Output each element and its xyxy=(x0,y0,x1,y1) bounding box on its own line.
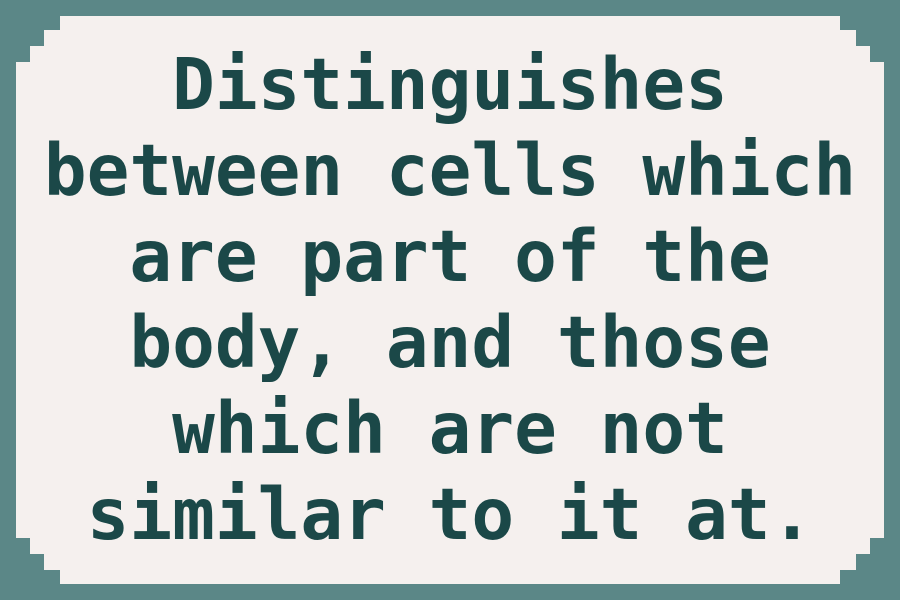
card-panel-corner xyxy=(16,62,884,538)
card-text: Distinguishes between cells which are pa… xyxy=(43,43,857,556)
card-text-container: Distinguishes between cells which are pa… xyxy=(16,16,884,584)
